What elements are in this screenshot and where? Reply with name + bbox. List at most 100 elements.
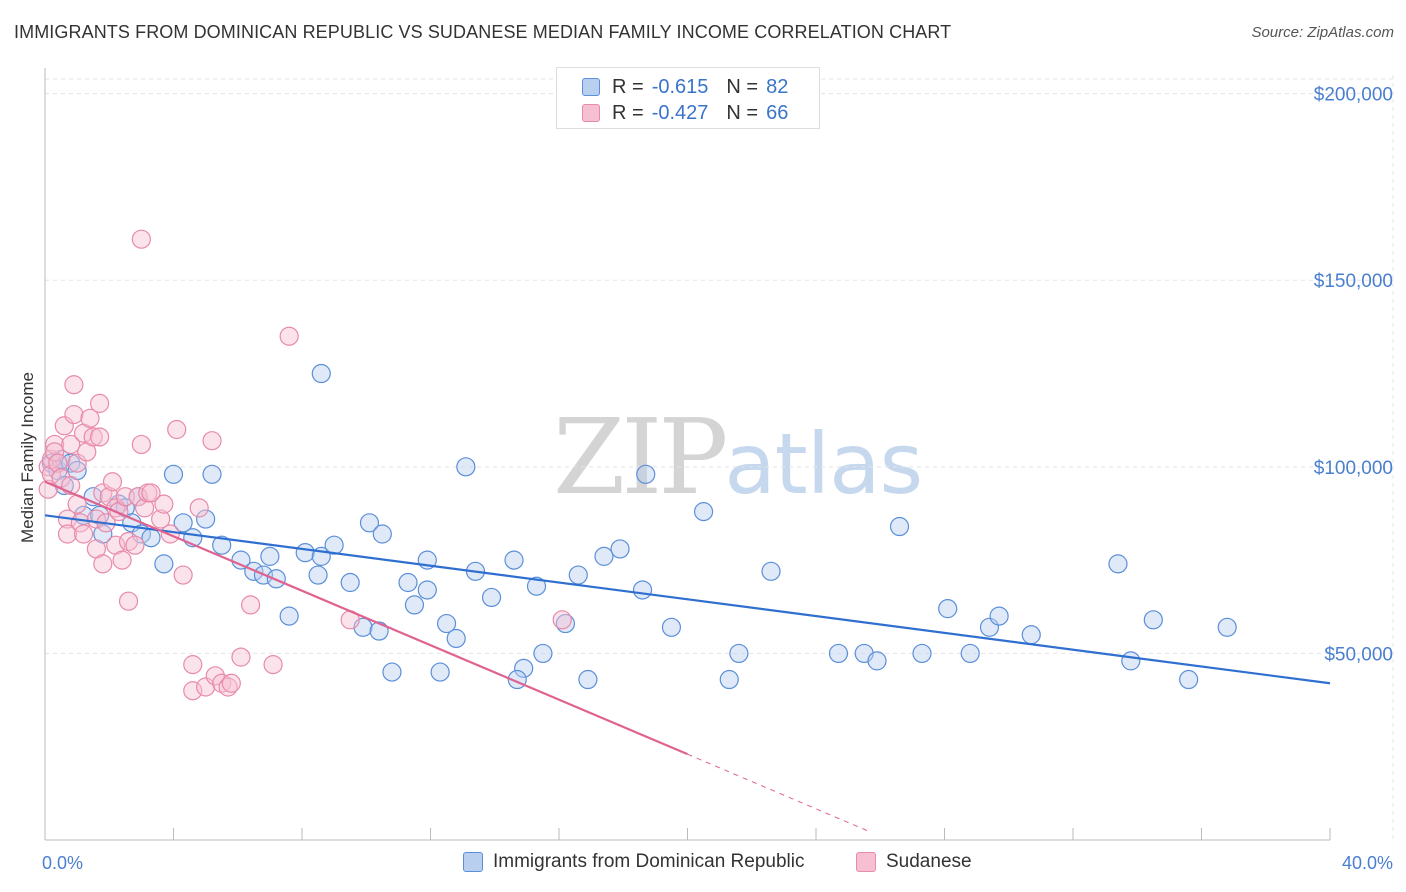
data-point-dominican [340,572,360,593]
y-axis-label: Median Family Income [18,372,37,543]
data-point-sudanese [125,535,145,555]
source-label: Source: ZipAtlas.com [1251,24,1394,41]
data-point-dominican [398,572,418,593]
chart-title: IMMIGRANTS FROM DOMINICAN REPUBLIC VS SU… [14,22,952,42]
data-point-dominican [404,595,425,615]
data-point-dominican [279,606,299,626]
legend-swatch-blue [463,852,483,872]
legend-n-value: 66 [766,101,789,124]
grid-lines [45,75,1394,840]
data-point-dominican [212,535,232,555]
data-point-dominican [1021,625,1041,645]
data-point-dominican [1179,669,1199,690]
data-point-dominican [173,513,193,533]
data-point-dominican [989,606,1009,626]
data-point-dominican [90,505,110,525]
data-point-dominican [504,550,524,570]
data-point-dominican [163,464,184,484]
axes [44,68,1331,841]
data-point-dominican [526,576,547,596]
data-point-dominican [382,662,402,682]
data-point-sudanese [118,591,139,611]
data-point-dominican [436,613,457,634]
data-point-dominican [1121,651,1141,671]
data-point-sudanese [183,681,203,701]
trend-line-sudanese [44,480,688,756]
data-point-sudanese [151,509,171,529]
data-point-sudanese [131,229,151,249]
data-point-dominican [568,565,588,585]
data-point-dominican [912,643,932,664]
data-point-dominican [260,546,280,566]
data-point-dominican [555,613,576,634]
data-point-sudanese [173,565,193,585]
x-tick-label: 0.0% [42,853,83,873]
data-point-dominican [359,513,380,533]
data-point-sudanese [45,442,65,462]
legend-r-label: R = [612,75,644,98]
data-point-dominican [481,587,502,608]
data-point-sudanese [83,427,103,447]
legend-n-label: N = [726,75,759,98]
tick-labels: $50,000 $100,000 $150,000 $200,000 0.0% 40.0% [42,85,1393,873]
data-point-sudanese [154,494,174,514]
data-point-dominican [430,662,450,682]
correlation-legend: R = -0.615 N = 82 R = -0.427 N = 66 [556,67,820,129]
data-point-sudanese [64,404,84,425]
legend-n-label: N = [726,101,759,124]
data-point-dominican [610,539,630,559]
data-point-sudanese [90,393,110,413]
data-point-sudanese [167,419,187,440]
data-point-sudanese [552,610,572,630]
data-point-sudanese [202,431,222,451]
trend-lines [44,480,1331,832]
data-point-sudanese [57,524,78,544]
y-tick-label: $200,000 [1314,85,1393,106]
data-point-dominican [889,516,910,537]
data-point-dominican [1143,610,1163,630]
data-point-dominican [295,543,315,563]
data-point-dominican [719,669,739,690]
legend-r-label: R = [612,101,644,124]
data-point-dominican [661,617,682,637]
series-legend: Immigrants from Dominican Republic Sudan… [0,851,1406,877]
data-point-sudanese [263,655,283,675]
data-point-sudanese [93,554,113,574]
data-point-sudanese [90,427,110,447]
series-sudanese-points [38,229,572,701]
data-point-dominican [761,561,781,581]
data-point-dominican [729,643,749,664]
trend-line-sudanese-extension [687,753,868,832]
data-point-dominican [141,528,161,548]
data-point-sudanese [279,326,299,346]
data-point-sudanese [73,524,94,544]
data-point-sudanese [218,677,238,697]
data-point-dominican [1217,617,1237,637]
data-point-dominican [938,599,958,619]
y-tick-label: $100,000 [1314,458,1393,479]
data-point-dominican [960,643,980,664]
data-point-sudanese [183,655,203,675]
y-tick-label: $50,000 [1324,644,1393,665]
data-point-dominican [828,643,849,664]
data-point-dominican [636,464,656,484]
legend-swatch-blue [582,78,600,96]
series-dominican-points [41,363,1237,690]
legend-label-sudanese: Sudanese [886,851,972,872]
data-point-dominican [196,509,216,529]
data-point-dominican [867,651,887,671]
legend-item-sudanese[interactable]: Sudanese [856,851,972,873]
data-point-dominican [311,363,331,384]
data-point-sudanese [128,487,148,507]
data-point-dominican [594,546,614,566]
data-point-sudanese [141,483,161,503]
data-point-sudanese [189,498,209,518]
data-point-dominican [417,580,437,600]
legend-item-dominican[interactable]: Immigrants from Dominican Republic [463,851,805,873]
data-point-dominican [369,621,389,641]
data-point-dominican [693,502,714,522]
data-point-dominican [446,628,466,649]
data-point-sudanese [231,647,251,667]
data-point-dominican [632,580,653,600]
